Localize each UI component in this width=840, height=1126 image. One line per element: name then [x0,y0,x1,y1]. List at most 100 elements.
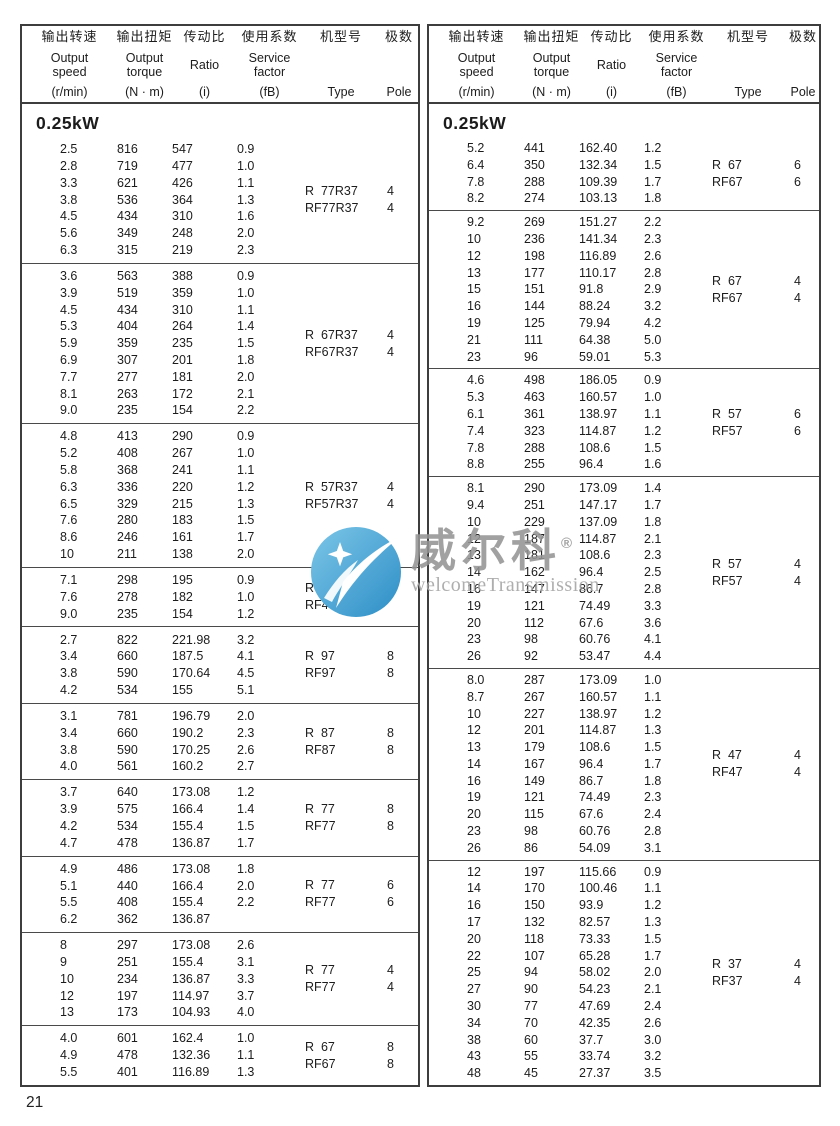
header-col-pole: 极数 Pole [380,29,418,99]
cell-factor: 1.3 [237,1065,255,1080]
cell-torque: 498 [524,373,545,388]
cell-torque: 132 [524,915,545,930]
cell-torque: 229 [524,514,545,529]
cell-torque: 151 [524,282,545,297]
type-pole-block: R 87 8 RF87 8 [302,707,418,776]
cell-speed: 5.5 [60,895,78,910]
cell-ratio: 93.9 [579,898,604,913]
spec-group: 3.1 781 196.79 2.0 3.4 660 190.2 2.3 3.8 590 170.2… [22,702,418,779]
cell-speed: 5.3 [60,319,78,334]
cell-factor: 2.3 [644,790,662,805]
cell-ratio: 162.40 [579,141,618,155]
cell-torque: 236 [524,231,545,246]
cell-ratio: 215 [172,496,193,511]
header-label-zh: 输出转速 [448,29,505,44]
header-label-en: Pole [790,85,816,99]
table-row: 10 229 137.09 1.8 [429,514,709,531]
cell-speed: 7.6 [60,513,78,528]
cell-factor: 0.9 [644,373,662,388]
cell-torque: 640 [117,785,138,800]
spec-group: 2.5 816 547 0.9 2.8 719 477 1.0 3.3 621 426 1.1 3.8 5… [22,137,418,263]
table-row: 19 125 79.94 4.2 [429,315,709,332]
cell-factor: 1.4 [644,481,662,496]
cell-factor: 2.6 [237,742,255,757]
header-label-en: Output speed [50,50,89,79]
cell-ratio: 110.17 [579,265,617,280]
table-row: 20 112 67.6 3.6 [429,615,709,632]
cell-torque: 111 [524,332,544,347]
cell-factor: 1.4 [237,319,255,334]
cell-ratio: 116.89 [172,1065,210,1080]
table-row: 26 92 53.47 4.4 [429,648,709,665]
cell-torque: 519 [117,285,138,300]
group-rows: 8 297 173.08 2.6 9 251 155.4 3.1 10 234 136.87 3.3 1… [22,937,302,1021]
table-row: 9.0 235 154 2.2 [22,402,302,419]
type-value: RF57 [712,423,743,438]
cell-factor: 4.4 [644,649,662,664]
cell-speed: 19 [467,598,481,613]
type-value: R 47R37 [305,581,358,596]
cell-speed: 6.3 [60,479,78,494]
cell-torque: 60 [524,1032,538,1047]
table-row: 8.7 267 160.57 1.1 [429,689,709,706]
header-label-en: Type [327,85,355,99]
cell-speed: 9.4 [467,497,485,512]
cell-torque: 121 [524,790,545,805]
cell-speed: 4.2 [60,682,78,697]
cell-factor: 1.8 [644,191,662,206]
cell-factor: 2.0 [237,878,255,893]
cell-speed: 26 [467,649,481,664]
type-line: RF47 4 [709,764,819,781]
cell-factor: 1.7 [644,756,662,771]
cell-torque: 660 [117,649,138,664]
type-line: R 77R37 4 [302,183,418,200]
cell-torque: 287 [524,672,545,687]
table-row: 13 177 110.17 2.8 [429,265,709,282]
cell-ratio: 141.34 [579,231,618,246]
table-row: 9.2 269 151.27 2.2 [429,214,709,231]
cell-speed: 3.4 [60,649,78,664]
type-line: R 47R37 [302,580,418,597]
cell-torque: 181 [524,548,545,563]
cell-speed: 2.8 [60,158,78,173]
cell-torque: 234 [117,971,138,986]
table-row: 3.3 621 426 1.1 [22,175,302,192]
group-rows: 8.1 290 173.09 1.4 9.4 251 147.17 1.7 10 229 137.0… [429,480,709,665]
cell-speed: 6.4 [467,157,485,172]
cell-factor: 1.5 [237,819,255,833]
table-row: 23 98 60.76 2.8 [429,823,709,840]
cell-speed: 8.0 [467,672,485,687]
type-line: RF37 4 [709,973,819,990]
cell-ratio: 86.7 [579,581,604,596]
cell-speed: 20 [467,931,481,946]
table-row: 4.9 486 173.08 1.8 [22,861,302,878]
cell-speed: 10 [467,706,481,721]
table-row: 14 170 100.46 1.1 [429,880,709,897]
type-pole-block: R 77 4 RF77 4 [302,936,418,1022]
group-rows: 12 197 115.66 0.9 14 170 100.46 1.1 16 150 93.9 1.2… [429,864,709,1082]
table-row: 16 149 86.7 1.8 [429,773,709,790]
cell-factor: 1.5 [237,513,255,528]
cell-torque: 187 [524,531,545,546]
table-row: 4.5 434 310 1.6 [22,208,302,225]
cell-speed: 3.1 [60,708,78,723]
table-row: 19 121 74.49 2.3 [429,789,709,806]
cell-factor: 2.8 [644,265,662,280]
cell-ratio: 100.46 [579,881,618,896]
cell-factor: 1.8 [644,773,662,788]
type-line: R 57 4 [709,556,819,573]
cell-speed: 19 [467,315,481,330]
table-header: 输出转速 Output speed (r/min) 输出扭矩 Output torque… [429,26,819,104]
cell-torque: 315 [117,242,138,257]
table-row: 13 173 104.93 4.0 [22,1004,302,1021]
cell-ratio: 477 [172,158,193,173]
cell-ratio: 79.94 [579,315,611,330]
header-col-type: 机型号 Type [302,29,380,99]
table-row: 4.2 534 155 5.1 [22,682,302,699]
type-line: R 67 4 [709,273,819,290]
header-label-en: Service factor [248,50,291,79]
cell-ratio: 155.4 [172,955,204,970]
cell-ratio: 219 [172,242,193,257]
cell-torque: 440 [117,878,138,893]
type-line: R 77 4 [302,962,418,979]
